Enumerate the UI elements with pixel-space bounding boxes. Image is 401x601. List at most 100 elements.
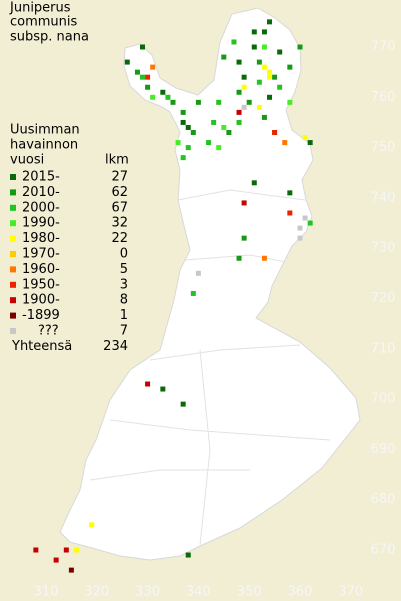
- observation-square: [267, 69, 273, 75]
- observation-square: [145, 381, 151, 387]
- observation-square: [302, 135, 308, 141]
- legend-label: 2000-: [22, 200, 60, 215]
- legend-title-line: vuosi: [10, 153, 44, 168]
- observation-square: [221, 124, 227, 130]
- observation-square: [124, 59, 130, 65]
- legend-label: 1960-: [22, 262, 60, 277]
- x-tick-label: 310: [34, 585, 59, 600]
- legend-label: -1899: [22, 308, 60, 323]
- observation-square: [221, 54, 227, 60]
- legend-swatch: [10, 251, 16, 257]
- observation-square: [145, 84, 151, 90]
- total-label: Yhteensä: [11, 339, 72, 354]
- observation-square: [150, 94, 156, 100]
- observation-square: [236, 89, 242, 95]
- total-count: 234: [103, 339, 128, 354]
- legend: 2015- 27 2010- 62 2000- 67 1990- 32 1980- 22 1970-…: [10, 170, 128, 354]
- observation-square: [256, 104, 262, 110]
- legend-count: 27: [111, 170, 128, 185]
- observation-square: [73, 547, 79, 553]
- observation-square: [287, 210, 293, 216]
- legend-count: 67: [111, 200, 128, 215]
- observation-square: [185, 124, 191, 130]
- y-tick-label: 720: [371, 291, 396, 306]
- y-tick-label: 750: [371, 140, 396, 155]
- observation-square: [175, 140, 181, 146]
- legend-swatch: [10, 220, 16, 227]
- legend-count: 3: [120, 277, 128, 292]
- observation-square: [246, 99, 252, 105]
- observation-square: [68, 567, 74, 573]
- count-header: lkm: [105, 153, 129, 168]
- observation-square: [282, 140, 288, 146]
- legend-title-line: Uusimman: [10, 123, 80, 138]
- legend-swatch: [10, 328, 16, 334]
- legend-label: ???: [38, 324, 59, 339]
- observation-square: [251, 29, 257, 35]
- legend-swatch: [10, 174, 16, 180]
- legend-swatch: [10, 204, 16, 211]
- legend-count: 5: [120, 262, 128, 277]
- observation-square: [307, 220, 313, 226]
- legend-count: 1: [120, 308, 128, 323]
- legend-count: 62: [111, 185, 128, 200]
- observation-square: [195, 270, 201, 276]
- legend-swatch: [10, 281, 16, 288]
- y-tick-label: 700: [371, 392, 396, 407]
- observation-square: [236, 109, 242, 115]
- x-tick-label: 320: [84, 585, 109, 600]
- x-tick-label: 330: [135, 585, 160, 600]
- y-tick-label: 710: [371, 341, 396, 356]
- observation-square: [241, 74, 247, 80]
- observation-square: [241, 200, 247, 206]
- x-tick-label: 360: [288, 585, 313, 600]
- region-borders: [89, 189, 331, 546]
- observation-square: [180, 401, 186, 407]
- observations: [33, 19, 313, 573]
- observation-square: [180, 109, 186, 115]
- legend-label: 1980-: [22, 231, 60, 246]
- observation-square: [287, 99, 293, 105]
- observation-square: [251, 44, 257, 50]
- observation-square: [267, 19, 273, 25]
- observation-square: [277, 49, 283, 55]
- observation-square: [241, 104, 247, 110]
- observation-square: [53, 557, 59, 563]
- observation-square: [160, 89, 166, 95]
- observation-square: [190, 290, 196, 296]
- observation-square: [277, 84, 283, 90]
- observation-square: [297, 235, 303, 241]
- observation-square: [267, 74, 273, 80]
- observation-square: [226, 130, 232, 136]
- observation-square: [195, 99, 201, 105]
- y-tick-label: 680: [371, 492, 396, 507]
- observation-square: [287, 64, 293, 70]
- observation-square: [307, 140, 313, 146]
- observation-square: [165, 94, 171, 100]
- observation-square: [170, 99, 176, 105]
- observation-square: [140, 74, 146, 80]
- legend-label: 1990-: [22, 216, 60, 231]
- observation-square: [302, 215, 308, 221]
- observation-square: [261, 44, 267, 50]
- legend-swatch: [10, 235, 16, 242]
- observation-square: [251, 180, 257, 186]
- observation-square: [140, 44, 146, 50]
- observation-square: [211, 119, 217, 125]
- legend-count: 8: [120, 293, 128, 308]
- legend-label: 2015-: [22, 170, 60, 185]
- legend-label: 2010-: [22, 185, 60, 200]
- observation-square: [145, 74, 151, 80]
- legend-swatch: [10, 266, 16, 273]
- observation-square: [267, 94, 273, 100]
- observation-square: [236, 119, 242, 125]
- observation-square: [261, 29, 267, 35]
- observation-square: [190, 130, 196, 136]
- y-tick-label: 690: [371, 442, 396, 457]
- observation-square: [241, 235, 247, 241]
- observation-square: [261, 114, 267, 120]
- legend-label: 1950-: [22, 277, 60, 292]
- legend-label: 1970-: [22, 247, 60, 262]
- legend-swatch: [10, 297, 16, 304]
- observation-square: [206, 140, 212, 146]
